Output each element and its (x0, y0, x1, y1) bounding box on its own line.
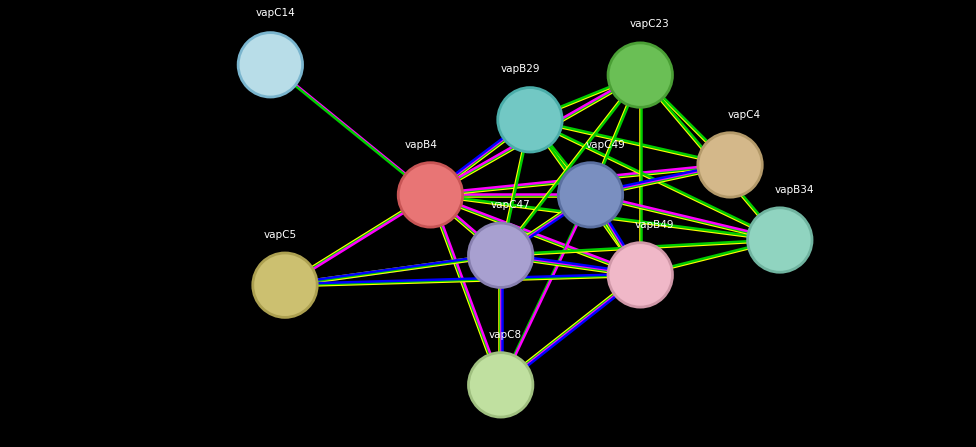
Text: vapC4: vapC4 (728, 110, 761, 120)
Text: vapC5: vapC5 (264, 230, 297, 240)
Ellipse shape (398, 163, 463, 227)
Ellipse shape (748, 208, 812, 272)
Ellipse shape (238, 33, 303, 97)
Text: vapB34: vapB34 (775, 185, 814, 195)
Text: vapC47: vapC47 (491, 200, 530, 211)
Text: vapC23: vapC23 (630, 19, 670, 29)
Ellipse shape (468, 353, 533, 417)
Text: vapB4: vapB4 (404, 140, 437, 150)
Text: vapC8: vapC8 (489, 330, 522, 340)
Ellipse shape (253, 253, 317, 317)
Ellipse shape (698, 133, 762, 197)
Ellipse shape (608, 243, 672, 307)
Ellipse shape (468, 223, 533, 287)
Text: vapC49: vapC49 (586, 140, 625, 150)
Text: vapC14: vapC14 (256, 8, 295, 18)
Text: vapB29: vapB29 (501, 64, 540, 74)
Text: vapB49: vapB49 (635, 220, 674, 230)
Ellipse shape (558, 163, 623, 227)
Ellipse shape (608, 43, 672, 107)
Ellipse shape (498, 88, 562, 152)
